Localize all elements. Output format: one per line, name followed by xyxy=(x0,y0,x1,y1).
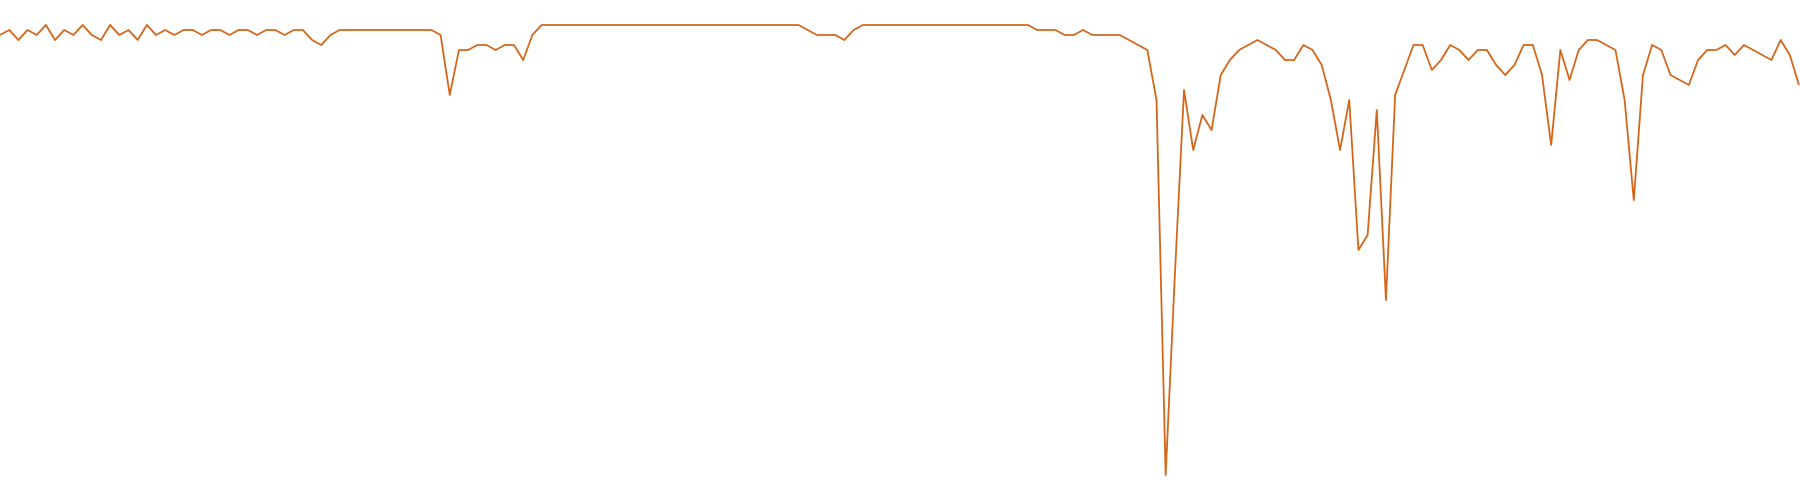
spectrum-line xyxy=(0,24,1800,476)
